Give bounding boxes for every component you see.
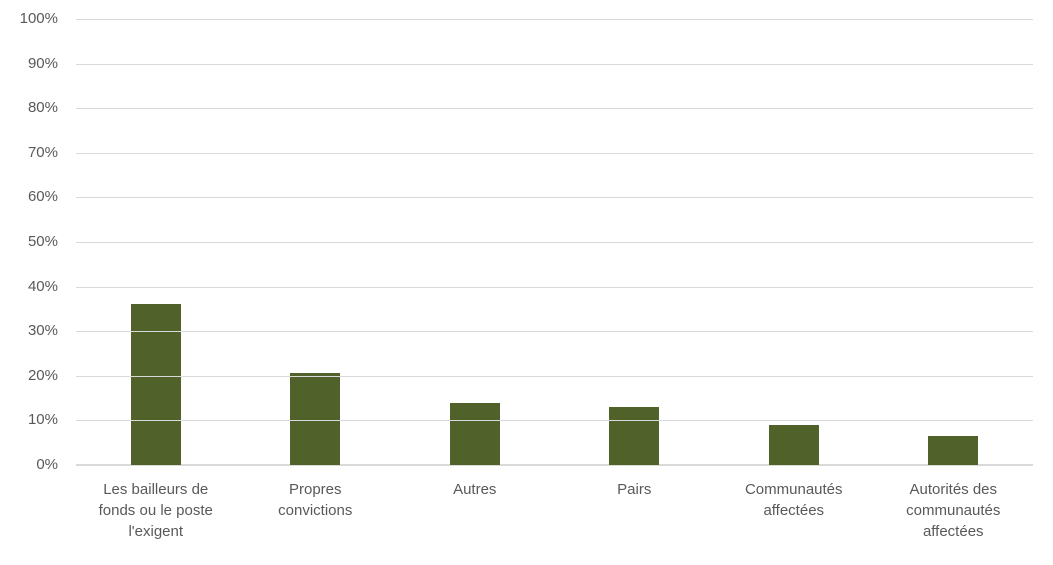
- x-axis-label: Propres convictions: [278, 481, 353, 519]
- bars-row: [76, 19, 1033, 465]
- y-tick-label: 60%: [27, 188, 58, 205]
- gridline: [76, 64, 1033, 65]
- bar-slot: [714, 19, 874, 465]
- y-tick-label: 100%: [19, 10, 58, 27]
- bar-slot: [555, 19, 715, 465]
- gridline: [76, 108, 1033, 109]
- x-axis-label: Autorités des communautés affectées: [906, 481, 1001, 540]
- y-tick-label: 10%: [27, 411, 58, 428]
- y-tick-label: 50%: [27, 233, 58, 250]
- gridline: [76, 287, 1033, 288]
- bar-slot: [874, 19, 1034, 465]
- y-tick-label: 90%: [27, 55, 58, 72]
- bar-4: [609, 407, 660, 465]
- gridline: [76, 197, 1033, 198]
- bar-2: [290, 373, 341, 465]
- x-axis-line: [76, 464, 1033, 466]
- x-axis-label: Les bailleurs de fonds ou le poste l'exi…: [98, 481, 213, 540]
- gridline: [76, 153, 1033, 154]
- y-tick-label: 0%: [36, 456, 58, 473]
- x-axis-label: Communautés affectées: [744, 481, 843, 519]
- x-axis-labels: Les bailleurs de fonds ou le poste l'exi…: [76, 479, 1033, 542]
- y-tick-label: 70%: [27, 144, 58, 161]
- x-axis-label: Pairs: [617, 481, 652, 498]
- bar-1: [130, 303, 181, 465]
- bar-5: [768, 424, 819, 465]
- bar-slot: [395, 19, 555, 465]
- gridline: [76, 376, 1033, 377]
- x-axis-label: Autres: [453, 481, 497, 498]
- plot-area: [76, 19, 1033, 466]
- gridline: [76, 331, 1033, 332]
- y-tick-label: 80%: [27, 99, 58, 116]
- bar-slot: [236, 19, 396, 465]
- bar-slot: [76, 19, 236, 465]
- y-tick-label: 30%: [27, 322, 58, 339]
- y-tick-label: 20%: [27, 367, 58, 384]
- y-tick-label: 40%: [27, 278, 58, 295]
- gridline: [76, 19, 1033, 20]
- gridline: [76, 242, 1033, 243]
- gridline: [76, 420, 1033, 421]
- bar-6: [928, 436, 979, 465]
- bar-3: [449, 402, 500, 465]
